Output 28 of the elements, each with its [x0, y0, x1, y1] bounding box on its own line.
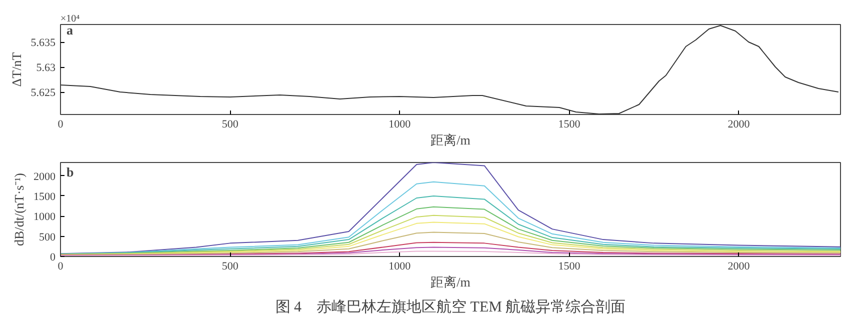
y-tick-label: 5.635 [30, 37, 56, 49]
x-tick-label: 1500 [558, 260, 581, 272]
y-tick-label: 0 [50, 252, 56, 264]
x-axis-title: 距离/m [430, 274, 470, 290]
y-axis-title: dB/dt/(nT·s⁻¹) [12, 173, 26, 246]
y-axis-title: ΔT/nT [8, 52, 24, 87]
line-series [60, 162, 840, 254]
x-tick-label: 2000 [728, 260, 750, 272]
x-tick-label: 1000 [388, 260, 412, 272]
x-tick-label: 1500 [558, 118, 581, 130]
y-tick-label: 1500 [34, 190, 56, 203]
x-tick-label: 0 [58, 260, 64, 272]
y-tick-label: 5.63 [36, 62, 56, 74]
annotation: a [66, 22, 74, 38]
y-tick-label: 1000 [34, 211, 56, 224]
line-series [60, 25, 839, 114]
y-tick-label: 5.625 [30, 87, 56, 99]
x-axis-title: 距离/m [430, 132, 470, 148]
y-tick-label: 2000 [34, 170, 56, 183]
text: ×10⁴ [60, 14, 80, 24]
x-tick-label: 500 [222, 260, 239, 272]
x-tick-label: 0 [58, 118, 64, 130]
x-tick-label: 2000 [728, 118, 750, 130]
caption: 图 4 赤峰巴林左旗地区航空 TEM 航磁异常综合剖面 [275, 298, 626, 316]
x-tick-label: 500 [222, 118, 239, 130]
annotation: b [66, 164, 74, 180]
y-tick-label: 500 [39, 231, 56, 244]
x-tick-label: 1000 [388, 118, 412, 130]
